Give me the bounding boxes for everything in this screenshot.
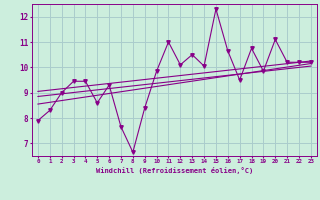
X-axis label: Windchill (Refroidissement éolien,°C): Windchill (Refroidissement éolien,°C) xyxy=(96,167,253,174)
